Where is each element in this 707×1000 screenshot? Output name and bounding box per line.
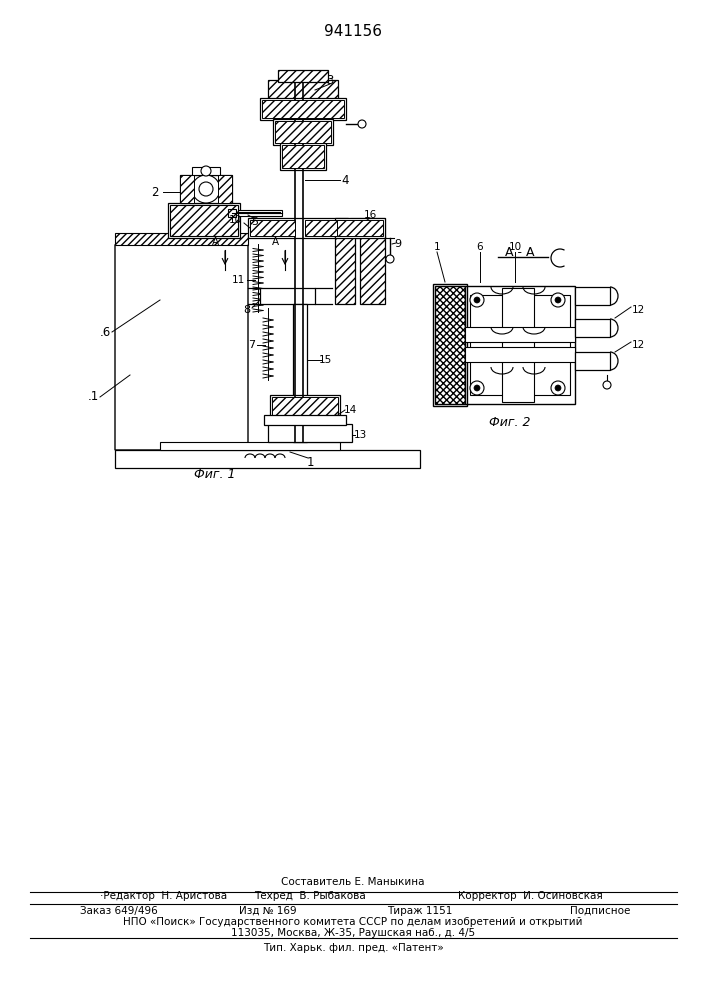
Circle shape [551, 293, 565, 307]
Bar [262, 100, 344, 118]
Circle shape [201, 166, 211, 176]
Bar [350, 218, 385, 238]
Bar [232, 210, 282, 216]
Text: 8: 8 [243, 305, 250, 315]
Circle shape [470, 293, 484, 307]
Bar [293, 304, 307, 442]
Text: 113035, Москва, Ж-35, Раушская наб., д. 4/5: 113035, Москва, Ж-35, Раушская наб., д. … [231, 928, 475, 938]
Text: Изд № 169: Изд № 169 [239, 906, 297, 916]
Text: Тираж 1151: Тираж 1151 [387, 906, 452, 916]
Bar [465, 327, 575, 342]
Circle shape [386, 255, 394, 263]
Circle shape [555, 297, 561, 303]
Bar [170, 205, 238, 236]
Bar [268, 424, 352, 442]
Bar [337, 220, 383, 236]
Bar [180, 175, 194, 203]
Bar [275, 121, 331, 143]
Bar [470, 295, 570, 395]
Text: 6: 6 [477, 242, 484, 252]
Bar [335, 236, 355, 304]
Text: Заказ 649/496: Заказ 649/496 [80, 906, 158, 916]
Text: 941156: 941156 [324, 24, 382, 39]
Text: Фиг. 2: Фиг. 2 [489, 416, 531, 428]
Bar [502, 288, 534, 402]
Bar [435, 286, 465, 404]
Circle shape [470, 381, 484, 395]
Text: Подписное: Подписное [570, 906, 630, 916]
Polygon shape [115, 235, 248, 450]
Circle shape [474, 385, 480, 391]
Bar [260, 288, 315, 304]
Bar [575, 319, 610, 337]
Bar [115, 450, 420, 468]
Bar [280, 143, 326, 170]
Bar [168, 203, 240, 238]
Text: 15: 15 [318, 355, 332, 365]
Text: 1: 1 [433, 242, 440, 252]
Bar [282, 145, 324, 168]
Bar [218, 175, 232, 203]
Bar [360, 236, 385, 304]
Bar [250, 220, 295, 236]
Text: A: A [271, 237, 279, 247]
Circle shape [551, 381, 565, 395]
Bar [272, 397, 338, 418]
Text: 10: 10 [229, 215, 242, 225]
Bar [575, 287, 610, 305]
Bar [192, 167, 220, 175]
Text: Составитель Е. Маныкина: Составитель Е. Маныкина [281, 877, 425, 887]
Bar [465, 286, 575, 404]
Text: Тип. Харьк. фил. пред. «Патент»: Тип. Харьк. фил. пред. «Патент» [262, 943, 443, 953]
Circle shape [603, 381, 611, 389]
Text: 2: 2 [151, 186, 159, 198]
Text: 5: 5 [252, 217, 259, 227]
Text: Фиг. 1: Фиг. 1 [194, 468, 235, 482]
Bar [268, 80, 338, 100]
Text: 1: 1 [306, 456, 314, 468]
Text: ·Редактор  Н. Аристова: ·Редактор Н. Аристова [100, 891, 227, 901]
Bar [180, 175, 232, 203]
Text: 12: 12 [632, 305, 645, 315]
Bar [273, 119, 333, 145]
Text: Корректор  И. Осиновская: Корректор И. Осиновская [457, 891, 602, 901]
Bar [465, 347, 575, 362]
Bar [248, 218, 348, 238]
Text: 4: 4 [341, 174, 349, 186]
Bar [305, 220, 345, 236]
Text: A: A [211, 237, 218, 247]
Text: 11: 11 [232, 275, 245, 285]
Text: .1: .1 [88, 390, 99, 403]
Text: 16: 16 [363, 210, 377, 220]
Text: 13: 13 [354, 430, 367, 440]
Bar [160, 442, 340, 450]
Text: 3: 3 [327, 74, 334, 87]
Text: A - A: A - A [506, 245, 534, 258]
Bar [260, 98, 346, 120]
Bar [575, 352, 610, 370]
Text: Техред  В. Рыбакова: Техред В. Рыбакова [254, 891, 366, 901]
Circle shape [474, 297, 480, 303]
Text: 9: 9 [395, 239, 402, 249]
Text: 10: 10 [508, 242, 522, 252]
Text: 7: 7 [248, 340, 255, 350]
Circle shape [199, 182, 213, 196]
Circle shape [555, 385, 561, 391]
Bar [335, 218, 385, 238]
Bar [264, 415, 346, 425]
Bar [278, 70, 328, 82]
Circle shape [192, 175, 220, 203]
Bar [228, 209, 236, 217]
Text: 14: 14 [344, 405, 356, 415]
Bar [433, 284, 467, 406]
Text: НПО «Поиск» Государственного комитета СССР по делам изобретений и открытий: НПО «Поиск» Государственного комитета СС… [123, 917, 583, 927]
Text: .6: .6 [100, 326, 111, 338]
Circle shape [358, 120, 366, 128]
Bar [115, 233, 248, 245]
Text: 12: 12 [632, 340, 645, 350]
Bar [270, 395, 340, 420]
